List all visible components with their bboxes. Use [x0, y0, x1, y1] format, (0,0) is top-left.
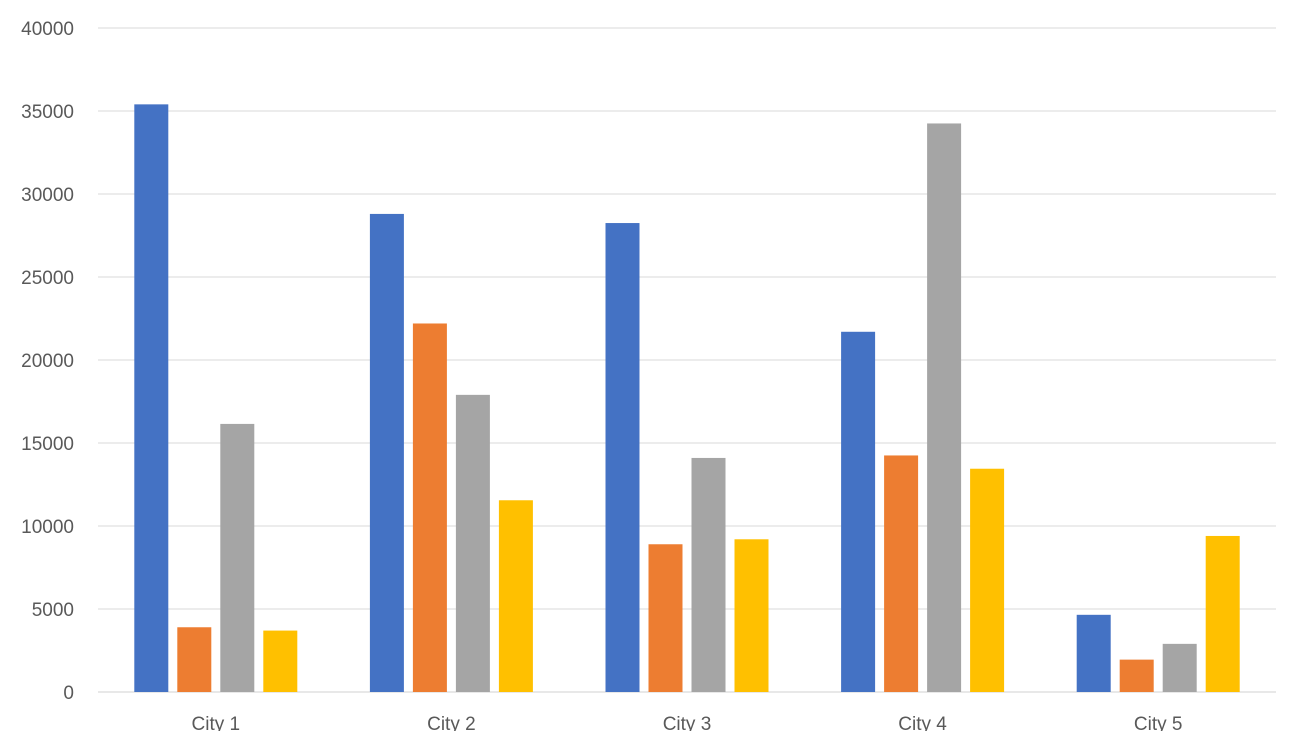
bar-series-2-city-5 — [1119, 659, 1154, 692]
bar-series-1-city-1 — [134, 104, 169, 693]
y-tick-label: 5000 — [32, 600, 74, 621]
y-axis-labels: 0 5000 10000 15000 20000 25000 30000 35000 40000 — [21, 19, 74, 704]
bar-series-2-city-2 — [412, 323, 447, 692]
y-tick-label: 35000 — [21, 102, 74, 123]
x-axis-labels: City 1 City 2 City 3 City 4 City 5 — [192, 714, 1183, 731]
bar-series-2-city-1 — [177, 627, 212, 692]
bar-series-2-city-3 — [648, 544, 683, 692]
bars — [134, 104, 1240, 693]
x-tick-label: City 4 — [898, 714, 947, 731]
bar-series-4-city-2 — [498, 500, 533, 692]
y-tick-label: 0 — [63, 683, 74, 704]
bar-series-4-city-4 — [970, 468, 1005, 692]
bar-series-3-city-2 — [455, 394, 490, 692]
y-tick-label: 25000 — [21, 268, 74, 289]
bar-series-1-city-5 — [1076, 614, 1111, 692]
bar-series-1-city-2 — [369, 213, 404, 693]
x-tick-label: City 3 — [663, 714, 712, 731]
y-tick-label: 40000 — [21, 19, 74, 40]
y-tick-label: 20000 — [21, 351, 74, 372]
y-tick-label: 10000 — [21, 517, 74, 538]
bar-series-2-city-4 — [884, 455, 919, 692]
bar-series-4-city-1 — [263, 630, 298, 692]
bar-series-3-city-5 — [1162, 643, 1197, 692]
gridlines — [98, 27, 1276, 693]
bar-series-3-city-4 — [927, 123, 962, 692]
bar-series-3-city-1 — [220, 423, 255, 692]
x-tick-label: City 1 — [192, 714, 241, 731]
y-tick-label: 30000 — [21, 185, 74, 206]
bar-series-1-city-3 — [605, 223, 640, 693]
x-tick-label: City 5 — [1134, 714, 1183, 731]
bar-series-4-city-3 — [734, 539, 769, 692]
y-tick-label: 15000 — [21, 434, 74, 455]
bar-series-1-city-4 — [841, 331, 876, 692]
x-tick-label: City 2 — [427, 714, 476, 731]
bar-series-3-city-3 — [691, 457, 726, 692]
bar-series-4-city-5 — [1205, 535, 1240, 692]
